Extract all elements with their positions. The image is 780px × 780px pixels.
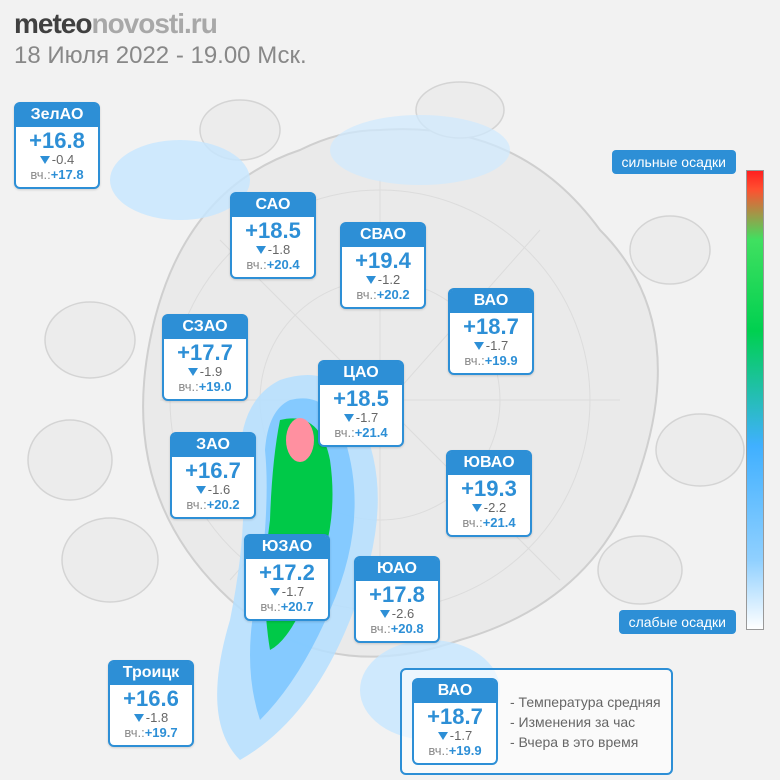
site-logo: meteonovosti.ru	[14, 8, 766, 40]
yesterday-label: вч.:	[334, 425, 354, 440]
legend-line: - Изменения за час	[510, 714, 661, 730]
district-card: САО+18.5-1.8вч.:+20.4	[230, 192, 316, 279]
district-temp: +16.6	[116, 687, 186, 711]
yesterday-label: вч.:	[462, 515, 482, 530]
logo-part1: meteo	[14, 8, 91, 39]
triangle-down-icon	[256, 246, 266, 254]
district-name: ЦАО	[320, 362, 402, 385]
district-card: ЗелАО+16.8-0.4вч.:+17.8	[14, 102, 100, 189]
district-yesterday: +20.7	[281, 599, 314, 614]
district-yesterday: +19.0	[199, 379, 232, 394]
legend-box: ВАО +18.7 -1.7 вч.:+19.9 - Температура с…	[400, 668, 673, 775]
district-card: ЮАО+17.8-2.6вч.:+20.8	[354, 556, 440, 643]
district-card: ЮВАО+19.3-2.2вч.:+21.4	[446, 450, 532, 537]
district-yesterday: +20.2	[377, 287, 410, 302]
district-card: Троицк+16.6-1.8вч.:+19.7	[108, 660, 194, 747]
district-name: Троицк	[110, 662, 192, 685]
legend-sample-card: ВАО +18.7 -1.7 вч.:+19.9	[412, 678, 498, 765]
yesterday-label: вч.:	[186, 497, 206, 512]
district-name: ЮВАО	[448, 452, 530, 475]
district-temp: +18.5	[326, 387, 396, 411]
triangle-down-icon	[40, 156, 50, 164]
legend-line: - Температура средняя	[510, 694, 661, 710]
district-name: ЮАО	[356, 558, 438, 581]
district-temp: +18.5	[238, 219, 308, 243]
district-card: ЮЗАО+17.2-1.7вч.:+20.7	[244, 534, 330, 621]
district-delta: -1.6	[208, 483, 230, 497]
yesterday-label: вч.:	[370, 621, 390, 636]
logo-part2: novosti.ru	[91, 8, 216, 39]
yesterday-label: вч.:	[178, 379, 198, 394]
district-card: ЗАО+16.7-1.6вч.:+20.2	[170, 432, 256, 519]
yesterday-label: вч.:	[464, 353, 484, 368]
legend-temp: +18.7	[420, 705, 490, 729]
district-name: СЗАО	[164, 316, 246, 339]
district-name: ЗелАО	[16, 104, 98, 127]
header: meteonovosti.ru 18 Июля 2022 - 19.00 Мск…	[0, 0, 780, 72]
datetime: 18 Июля 2022 - 19.00 Мск.	[14, 42, 766, 70]
yesterday-label: вч.:	[428, 743, 448, 758]
district-card: СВАО+19.4-1.2вч.:+20.2	[340, 222, 426, 309]
yesterday-label: вч.:	[356, 287, 376, 302]
district-yesterday: +21.4	[355, 425, 388, 440]
district-yesterday: +17.8	[51, 167, 84, 182]
district-yesterday: +20.4	[267, 257, 300, 272]
triangle-down-icon	[366, 276, 376, 284]
yesterday-label: вч.:	[124, 725, 144, 740]
district-name: ЗАО	[172, 434, 254, 457]
district-card: ЦАО+18.5-1.7вч.:+21.4	[318, 360, 404, 447]
district-delta: -1.7	[486, 339, 508, 353]
district-temp: +17.7	[170, 341, 240, 365]
district-temp: +18.7	[456, 315, 526, 339]
triangle-down-icon	[380, 610, 390, 618]
district-name: ЮЗАО	[246, 536, 328, 559]
district-temp: +16.8	[22, 129, 92, 153]
district-temp: +17.2	[252, 561, 322, 585]
district-temp: +19.4	[348, 249, 418, 273]
district-yesterday: +20.2	[207, 497, 240, 512]
district-yesterday: +19.7	[145, 725, 178, 740]
legend-line: - Вчера в это время	[510, 734, 661, 750]
district-delta: -2.6	[392, 607, 414, 621]
precipitation-scale	[746, 170, 764, 630]
legend-delta: -1.7	[450, 729, 472, 743]
legend-card-title: ВАО	[414, 680, 496, 703]
district-delta: -1.7	[282, 585, 304, 599]
triangle-down-icon	[134, 714, 144, 722]
scale-label-bottom: слабые осадки	[619, 610, 736, 634]
district-yesterday: +21.4	[483, 515, 516, 530]
yesterday-label: вч.:	[246, 257, 266, 272]
district-delta: -1.8	[268, 243, 290, 257]
district-name: СВАО	[342, 224, 424, 247]
district-delta: -0.4	[52, 153, 74, 167]
triangle-down-icon	[344, 414, 354, 422]
triangle-down-icon	[474, 342, 484, 350]
district-temp: +16.7	[178, 459, 248, 483]
district-delta: -1.8	[146, 711, 168, 725]
district-yesterday: +20.8	[391, 621, 424, 636]
district-delta: -2.2	[484, 501, 506, 515]
district-delta: -1.2	[378, 273, 400, 287]
district-yesterday: +19.9	[485, 353, 518, 368]
triangle-down-icon	[472, 504, 482, 512]
triangle-down-icon	[188, 368, 198, 376]
district-name: ВАО	[450, 290, 532, 313]
yesterday-label: вч.:	[260, 599, 280, 614]
triangle-down-icon	[270, 588, 280, 596]
yesterday-label: вч.:	[30, 167, 50, 182]
district-delta: -1.7	[356, 411, 378, 425]
legend-yesterday: +19.9	[449, 743, 482, 758]
scale-label-top: сильные осадки	[612, 150, 736, 174]
district-temp: +17.8	[362, 583, 432, 607]
triangle-down-icon	[196, 486, 206, 494]
district-temp: +19.3	[454, 477, 524, 501]
triangle-down-icon	[438, 732, 448, 740]
district-card: ВАО+18.7-1.7вч.:+19.9	[448, 288, 534, 375]
legend-descriptions: - Температура средняя - Изменения за час…	[510, 678, 661, 765]
district-delta: -1.9	[200, 365, 222, 379]
district-name: САО	[232, 194, 314, 217]
district-card: СЗАО+17.7-1.9вч.:+19.0	[162, 314, 248, 401]
